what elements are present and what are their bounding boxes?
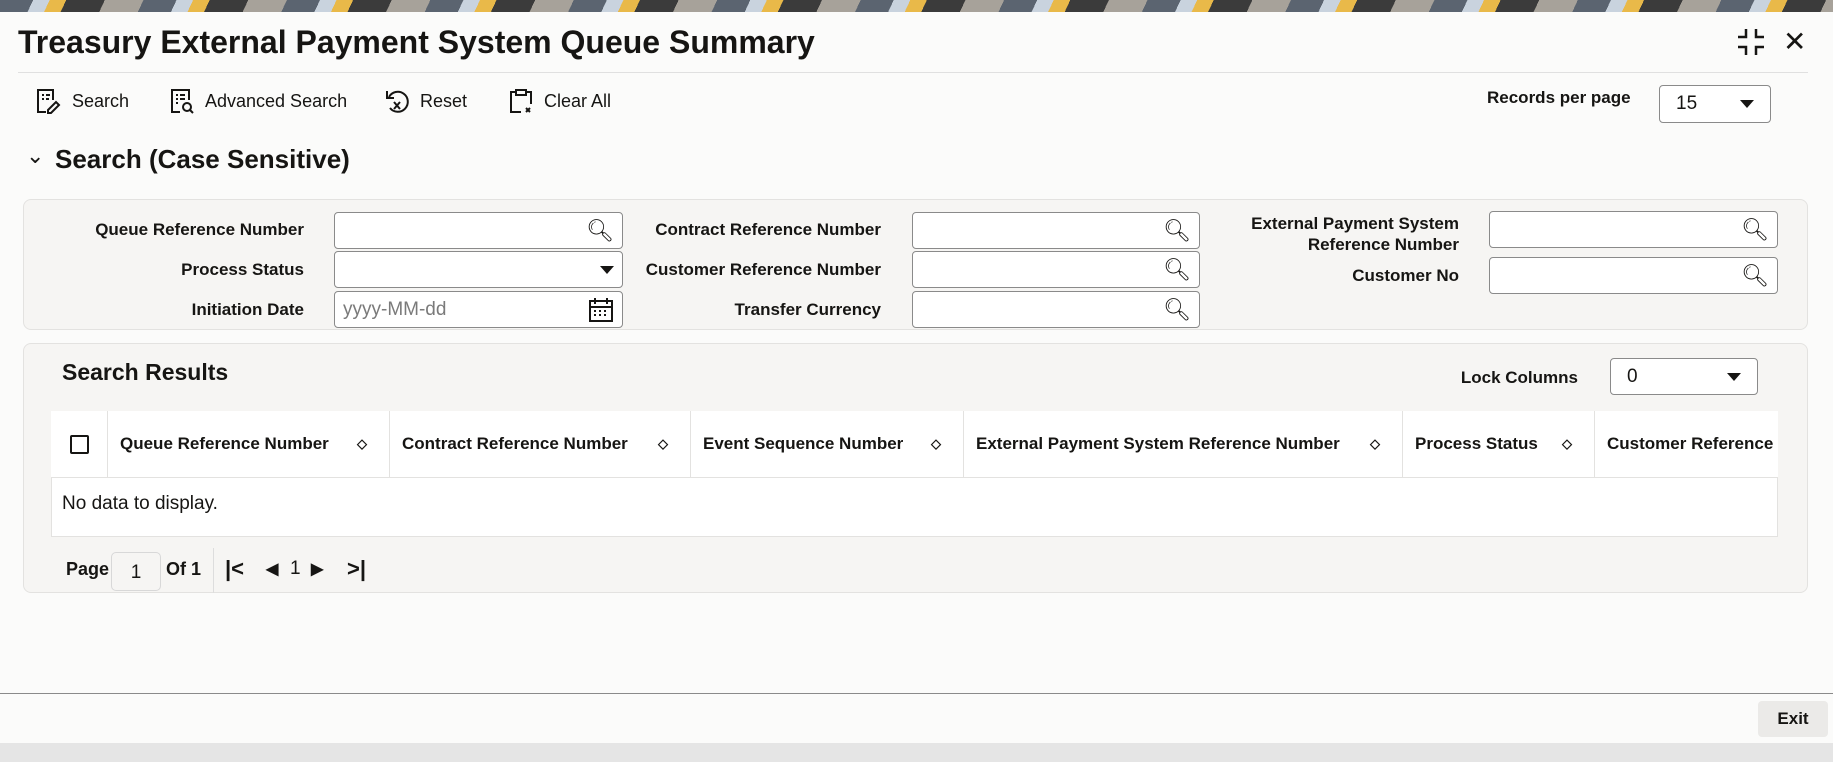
footer-divider bbox=[0, 693, 1833, 694]
previous-page-icon[interactable]: ◀ bbox=[266, 561, 279, 578]
column-header[interactable]: Queue Reference Number ◇ bbox=[108, 411, 390, 477]
queue-ref-input[interactable]: 🔍︎ bbox=[334, 212, 623, 249]
search-button[interactable]: Search bbox=[36, 88, 129, 114]
date-placeholder: yyyy-MM-dd bbox=[343, 298, 447, 320]
records-per-page-select[interactable]: 15 bbox=[1659, 85, 1771, 123]
reset-label: Reset bbox=[420, 90, 468, 111]
customer-no-input[interactable]: 🔍︎ bbox=[1489, 257, 1778, 294]
dropdown-caret-icon bbox=[1727, 372, 1741, 381]
column-header[interactable]: Event Sequence Number ◇ bbox=[691, 411, 964, 477]
sort-icon[interactable]: ◇ bbox=[1370, 436, 1380, 451]
divider bbox=[18, 72, 1808, 73]
initiation-date-label: Initiation Date bbox=[191, 300, 304, 319]
search-icon[interactable]: 🔍︎ bbox=[1163, 217, 1191, 243]
calendar-icon[interactable] bbox=[588, 297, 614, 323]
page-input[interactable]: 1 bbox=[111, 552, 161, 591]
first-page-icon[interactable]: |< bbox=[225, 556, 245, 581]
transfer-currency-input[interactable]: 🔍︎ bbox=[912, 291, 1200, 328]
column-header[interactable]: External Payment System Reference Number… bbox=[964, 411, 1403, 477]
records-per-page-value: 15 bbox=[1676, 93, 1698, 114]
contract-ref-input[interactable]: 🔍︎ bbox=[912, 212, 1200, 249]
column-label: Process Status bbox=[1415, 434, 1538, 453]
customer-ref-label: Customer Reference Number bbox=[645, 260, 881, 279]
sort-icon[interactable]: ◇ bbox=[658, 436, 668, 451]
lock-columns-label: Lock Columns bbox=[1460, 368, 1578, 387]
page-label: Page bbox=[66, 559, 110, 579]
select-all-checkbox[interactable] bbox=[69, 434, 89, 454]
ext-ref-input[interactable]: 🔍︎ bbox=[1489, 211, 1778, 248]
column-label: Queue Reference Number bbox=[120, 434, 329, 453]
advanced-search-button[interactable]: Advanced Search bbox=[169, 88, 347, 114]
sort-icon[interactable]: ◇ bbox=[1562, 436, 1572, 451]
search-doc-icon bbox=[37, 89, 61, 114]
initiation-date-input[interactable]: yyyy-MM-dd bbox=[334, 291, 623, 328]
status-bar bbox=[0, 743, 1833, 762]
search-icon[interactable]: 🔍︎ bbox=[1741, 262, 1769, 288]
column-label: Contract Reference Number bbox=[402, 434, 628, 453]
header-banner bbox=[0, 0, 1833, 12]
column-header[interactable]: Contract Reference Number ◇ bbox=[390, 411, 691, 477]
ext-ref-label-line2: Reference Number bbox=[1307, 235, 1459, 254]
queue-ref-label: Queue Reference Number bbox=[95, 220, 304, 239]
records-per-page-label: Records per page bbox=[1487, 88, 1631, 107]
contract-ref-label: Contract Reference Number bbox=[655, 220, 881, 239]
last-page-icon[interactable]: >| bbox=[347, 556, 367, 581]
sort-icon[interactable]: ◇ bbox=[357, 436, 367, 451]
select-all-checkbox-cell bbox=[51, 411, 108, 477]
search-icon[interactable]: 🔍︎ bbox=[1163, 256, 1191, 282]
search-label: Search bbox=[72, 90, 130, 111]
lock-columns-value: 0 bbox=[1627, 365, 1638, 387]
collapse-chevron-icon[interactable]: ⌄ bbox=[26, 143, 45, 168]
column-label: Customer Reference Number bbox=[1607, 434, 1778, 453]
process-status-label: Process Status bbox=[181, 260, 304, 279]
search-icon[interactable]: 🔍︎ bbox=[1741, 216, 1769, 242]
divider bbox=[213, 548, 214, 593]
page-of-label: Of 1 bbox=[166, 559, 202, 579]
reset-icon bbox=[386, 90, 409, 113]
reset-button[interactable]: Reset bbox=[384, 88, 467, 114]
search-section-title[interactable]: Search (Case Sensitive) bbox=[55, 144, 350, 174]
next-page-icon[interactable]: ▶ bbox=[311, 561, 324, 578]
advanced-search-label: Advanced Search bbox=[205, 90, 348, 111]
clear-all-label: Clear All bbox=[544, 90, 612, 111]
results-title: Search Results bbox=[62, 359, 229, 385]
column-header[interactable]: Customer Reference Number bbox=[1595, 411, 1778, 477]
empty-message: No data to display. bbox=[62, 493, 218, 514]
exit-button[interactable]: Exit bbox=[1758, 701, 1828, 737]
process-status-select[interactable] bbox=[334, 251, 623, 288]
customer-no-label: Customer No bbox=[1352, 266, 1459, 285]
search-icon[interactable]: 🔍︎ bbox=[1163, 296, 1191, 322]
dropdown-caret-icon bbox=[1740, 100, 1754, 108]
ext-ref-label: External Payment System Reference Number bbox=[1180, 213, 1459, 255]
clipboard-clear-icon bbox=[510, 89, 532, 113]
ext-ref-label-line1: External Payment System bbox=[1251, 214, 1459, 233]
transfer-currency-label: Transfer Currency bbox=[734, 300, 881, 319]
advanced-search-icon bbox=[171, 89, 194, 114]
current-page: 1 bbox=[290, 558, 301, 579]
clear-all-button[interactable]: Clear All bbox=[508, 88, 611, 114]
dropdown-caret-icon bbox=[600, 265, 614, 274]
divider bbox=[51, 477, 1778, 478]
column-header[interactable]: Process Status ◇ bbox=[1403, 411, 1595, 477]
column-label: External Payment System Reference Number bbox=[976, 434, 1340, 453]
close-icon[interactable]: ✕ bbox=[1783, 26, 1807, 57]
sort-icon[interactable]: ◇ bbox=[931, 436, 941, 451]
customer-ref-input[interactable]: 🔍︎ bbox=[912, 251, 1200, 288]
maximize-icon[interactable] bbox=[1737, 28, 1765, 56]
lock-columns-select[interactable]: 0 bbox=[1610, 358, 1758, 395]
page-title: Treasury External Payment System Queue S… bbox=[18, 24, 815, 60]
search-icon[interactable]: 🔍︎ bbox=[586, 217, 614, 243]
column-label: Event Sequence Number bbox=[703, 434, 904, 453]
